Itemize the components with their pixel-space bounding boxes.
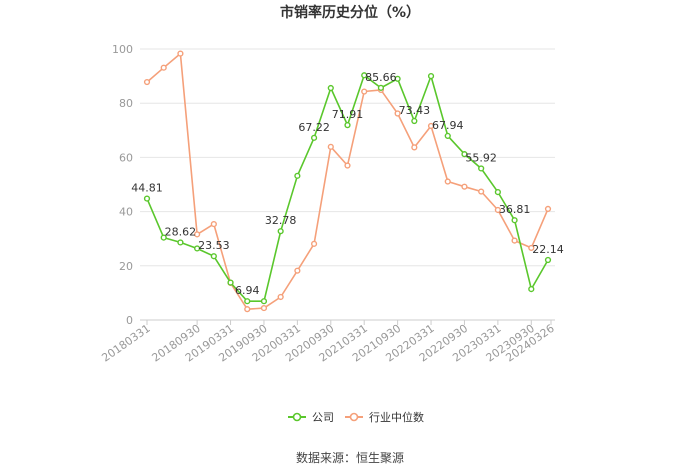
data-point	[344, 162, 351, 169]
y-tick-label: 40	[119, 206, 133, 219]
data-label: 55.92	[465, 151, 497, 164]
y-tick-label: 100	[112, 43, 133, 56]
data-point	[478, 188, 485, 195]
data-point	[143, 78, 151, 86]
legend-item-1[interactable]: 行业中位数	[345, 410, 424, 424]
data-point	[361, 88, 368, 95]
data-point	[461, 151, 468, 158]
legend-swatch-marker	[349, 412, 359, 422]
data-point	[143, 195, 151, 202]
data-point	[277, 228, 284, 235]
y-tick-label: 0	[126, 314, 133, 327]
legend-label: 行业中位数	[369, 410, 424, 424]
data-point	[294, 267, 301, 274]
data-label: 6.94	[235, 284, 260, 297]
series-layer	[143, 50, 552, 313]
data-label: 32.78	[265, 214, 297, 227]
data-point	[528, 286, 535, 293]
data-label: 85.66	[365, 71, 397, 84]
data-point	[494, 188, 501, 196]
data-point	[244, 298, 251, 305]
data-label: 73.43	[399, 104, 431, 117]
data-point	[411, 117, 418, 125]
data-label: 67.94	[432, 119, 464, 132]
data-point	[260, 298, 268, 305]
data-point	[427, 72, 435, 80]
legend-label: 公司	[312, 411, 334, 424]
data-point	[160, 234, 167, 241]
data-point	[277, 293, 284, 301]
data-point	[194, 245, 201, 252]
data-point	[427, 122, 435, 130]
data-point	[478, 165, 485, 172]
data-label: 71.91	[332, 108, 364, 121]
data-point	[511, 217, 518, 224]
grid	[140, 48, 555, 321]
data-point	[377, 84, 385, 91]
data-point	[461, 183, 468, 190]
data-point	[394, 110, 401, 117]
data-label: 36.81	[499, 203, 531, 216]
legend-swatch-marker	[292, 412, 302, 422]
data-point	[227, 279, 234, 286]
data-label: 67.22	[298, 121, 330, 134]
data-point	[327, 84, 334, 92]
data-label: 28.62	[165, 225, 197, 238]
y-tick-label: 80	[119, 97, 133, 110]
data-point	[544, 256, 552, 264]
data-point	[310, 134, 318, 141]
data-point	[244, 306, 251, 313]
data-point	[210, 253, 217, 260]
chart-title: 市销率历史分位（%）	[280, 4, 420, 21]
x-axis: 2018033120180930201903312019093020200331…	[99, 320, 557, 365]
data-point	[294, 172, 301, 179]
data-point	[394, 75, 401, 82]
data-point	[310, 240, 318, 247]
data-point	[160, 64, 167, 71]
data-point	[494, 206, 501, 214]
data-point	[344, 122, 351, 129]
y-axis: 0 20 40 60 80 100	[112, 43, 133, 327]
data-label: 22.14	[532, 243, 564, 256]
data-point	[327, 143, 334, 150]
y-tick-label: 20	[119, 260, 133, 273]
source-note: 数据来源：恒生聚源	[296, 450, 404, 465]
y-tick-label: 60	[119, 151, 133, 164]
series-line-1	[146, 52, 549, 311]
data-point	[194, 231, 201, 238]
data-point	[444, 132, 451, 139]
data-point	[528, 244, 535, 252]
legend-item-0[interactable]: 公司	[288, 411, 334, 424]
data-point	[177, 50, 184, 57]
legend[interactable]: 公司 行业中位数	[288, 410, 424, 424]
data-point	[411, 144, 418, 151]
data-point	[260, 304, 268, 312]
data-point	[361, 72, 368, 79]
data-point	[511, 237, 518, 244]
data-point	[444, 178, 451, 185]
data-point	[210, 220, 217, 228]
data-label: 23.53	[198, 239, 230, 252]
data-point	[177, 239, 184, 246]
data-label: 44.81	[131, 182, 163, 195]
data-point	[544, 205, 552, 212]
x-tick-label: 20180331	[99, 322, 152, 365]
